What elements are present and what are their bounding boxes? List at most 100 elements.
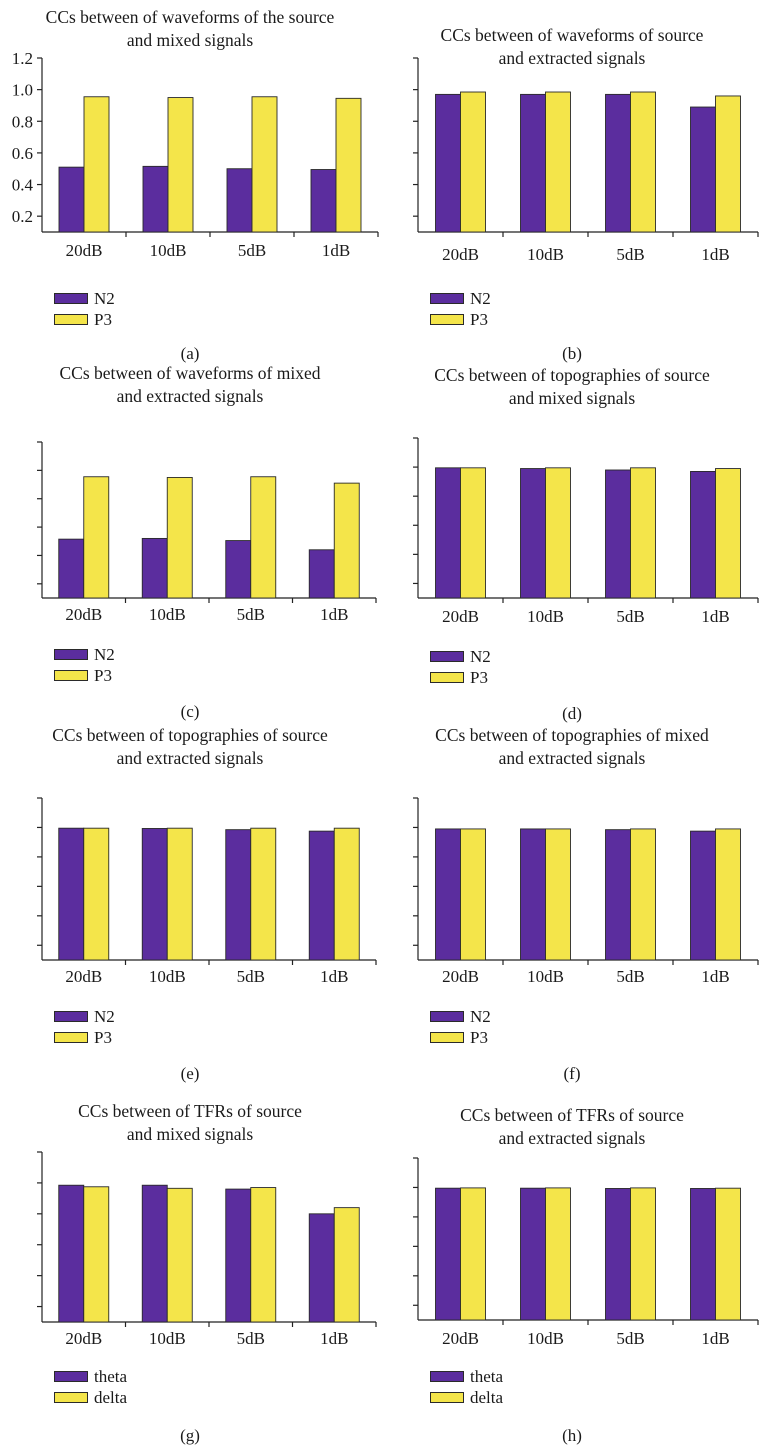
- legend-swatch: [430, 1031, 464, 1043]
- panel-caption: (e): [180, 1064, 200, 1083]
- x-tick-label: 1dB: [320, 967, 348, 986]
- legend-swatch: [54, 648, 88, 660]
- bar-N2-5dB: [605, 469, 631, 599]
- legend-label: P3: [94, 310, 112, 330]
- chart-title-line: and mixed signals: [126, 30, 254, 50]
- x-tick-label: 1dB: [320, 605, 348, 624]
- legend-swatch: [54, 1391, 88, 1403]
- bar-chart-svg: 20dB 10dB 5dB 1dB: [37, 797, 377, 986]
- chart-title-line: and extracted signals: [498, 748, 646, 768]
- chart-title: CCs between of topographies of source and…: [382, 364, 762, 410]
- chart-panel-g: CCs between of TFRs of source and mixed s…: [0, 1090, 380, 1452]
- y-tick-label: 0.6: [12, 144, 33, 163]
- bar-P3-10dB: [166, 477, 193, 599]
- x-tick-label: 1dB: [701, 607, 729, 626]
- legend-label: N2: [94, 1007, 115, 1027]
- legend-label: P3: [470, 668, 488, 688]
- x-tick-label: 10dB: [527, 1329, 564, 1348]
- legend-item: P3: [430, 667, 488, 687]
- chart-title-line: CCs between of topographies of mixed: [435, 725, 709, 745]
- x-tick-label: 10dB: [527, 607, 564, 626]
- legend-item: N2: [430, 1006, 491, 1026]
- x-tick-label: 20dB: [66, 241, 103, 260]
- legend-label: N2: [94, 289, 115, 309]
- bar-N2-20dB: [58, 166, 85, 233]
- bar-N2-5dB: [605, 829, 631, 961]
- chart-title-line: CCs between of waveforms of the source: [45, 7, 335, 27]
- x-tick-label: 10dB: [149, 967, 186, 986]
- panel-caption: (g): [180, 1426, 200, 1445]
- panel-caption: (d): [562, 704, 582, 723]
- legend-label: P3: [470, 310, 488, 330]
- legend-item: P3: [430, 1027, 488, 1047]
- chart-title: CCs between of TFRs of source and mixed s…: [0, 1100, 380, 1146]
- bar-chart-svg: 20dB 10dB 5dB 1dB: [413, 1157, 759, 1348]
- bar-theta-20dB: [435, 1187, 461, 1321]
- bar-P3-1dB: [715, 468, 741, 599]
- bar-P3-10dB: [166, 827, 193, 961]
- bar-N2-10dB: [520, 828, 546, 961]
- bar-delta-10dB: [545, 1187, 571, 1321]
- legend-swatch: [54, 1010, 88, 1022]
- bar-delta-20dB: [460, 1187, 486, 1321]
- x-tick-label: 20dB: [65, 1329, 102, 1348]
- x-tick-label: 1dB: [322, 241, 350, 260]
- bar-delta-1dB: [333, 1207, 360, 1323]
- chart-title: CCs between of topographies of source and…: [0, 724, 380, 770]
- bar-N2-10dB: [141, 828, 168, 961]
- bar-theta-10dB: [141, 1184, 168, 1323]
- bar-N2-20dB: [435, 467, 461, 599]
- x-tick-label: 20dB: [442, 607, 479, 626]
- x-tick-label: 1dB: [701, 245, 729, 264]
- bar-N2-20dB: [58, 827, 85, 961]
- bar-N2-10dB: [520, 93, 546, 233]
- bar-P3-1dB: [715, 828, 741, 961]
- panel-caption: (f): [563, 1064, 581, 1083]
- bar-P3-1dB: [335, 97, 362, 233]
- x-tick-label: 10dB: [150, 241, 187, 260]
- x-tick-label: 5dB: [237, 1329, 265, 1348]
- legend-label: N2: [94, 645, 115, 665]
- legend-swatch: [54, 1370, 88, 1382]
- legend-item: N2: [54, 644, 115, 664]
- x-tick-label: 5dB: [616, 245, 644, 264]
- chart-panel-c: CCs between of waveforms of mixed and ext…: [0, 362, 380, 724]
- legend-label: P3: [94, 1028, 112, 1048]
- x-tick-label: 5dB: [616, 967, 644, 986]
- bar-delta-1dB: [715, 1187, 741, 1321]
- bar-delta-5dB: [630, 1187, 656, 1321]
- legend-item: theta: [54, 1366, 127, 1386]
- legend-swatch: [430, 292, 464, 304]
- bar-delta-5dB: [250, 1187, 277, 1323]
- bar-N2-20dB: [435, 93, 461, 233]
- bar-theta-5dB: [605, 1188, 631, 1321]
- legend-item: delta: [430, 1387, 503, 1407]
- chart-title: CCs between of waveforms of mixed and ext…: [0, 362, 380, 408]
- chart-title-line: and mixed signals: [126, 1124, 254, 1144]
- bar-P3-5dB: [251, 96, 278, 233]
- legend-item: N2: [54, 1006, 115, 1026]
- bar-P3-5dB: [630, 91, 656, 233]
- x-tick-label: 10dB: [527, 245, 564, 264]
- bar-P3-20dB: [83, 96, 110, 233]
- x-tick-label: 1dB: [701, 1329, 729, 1348]
- bar-P3-10dB: [545, 828, 571, 961]
- y-tick-label: 0.2: [12, 207, 33, 226]
- bar-P3-10dB: [545, 467, 571, 599]
- bar-N2-10dB: [142, 165, 169, 233]
- legend-swatch: [54, 669, 88, 681]
- panel-caption: (a): [180, 344, 200, 363]
- legend-item: N2: [54, 288, 115, 308]
- bar-N2-5dB: [225, 829, 252, 961]
- bar-chart-svg: 20dB 10dB 5dB 1dB: [413, 797, 759, 986]
- bar-chart-svg: 0.2 0.4 0.6 0.8 1.0 1.2 20dB 10dB 5dB 1dB: [12, 49, 379, 260]
- bar-N2-5dB: [225, 540, 252, 599]
- legend-item: P3: [54, 665, 112, 685]
- chart-title-line: CCs between of topographies of source: [52, 725, 328, 745]
- bar-theta-10dB: [520, 1187, 546, 1321]
- legend-item: theta: [430, 1366, 503, 1386]
- bar-delta-10dB: [166, 1187, 193, 1323]
- bar-N2-20dB: [58, 538, 85, 599]
- legend-swatch: [430, 671, 464, 683]
- chart-title-line: CCs between of topographies of source: [434, 365, 710, 385]
